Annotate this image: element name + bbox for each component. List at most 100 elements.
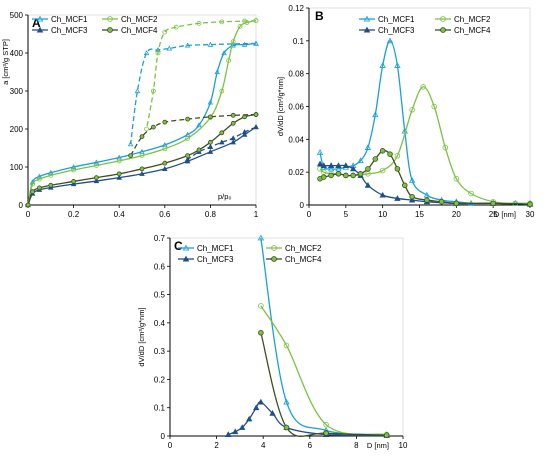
series-line [27, 20, 257, 206]
data-point [323, 421, 329, 428]
data-point [184, 42, 191, 48]
series-line [319, 40, 530, 205]
x-tick-label: 0 [168, 441, 173, 450]
x-tick-label: 20 [452, 210, 461, 219]
series-line [260, 332, 387, 437]
data-point [350, 172, 356, 179]
data-point [423, 191, 431, 198]
data-point [357, 157, 364, 164]
legend-marker [363, 15, 371, 22]
series-ch-mcf2 [317, 84, 533, 207]
data-point [139, 134, 145, 139]
data-point [241, 41, 248, 47]
data-point [453, 200, 460, 207]
data-point [93, 178, 100, 184]
data-point [37, 176, 42, 182]
data-point [394, 152, 401, 159]
y-tick-label: 300 [10, 87, 24, 96]
desorption-line [145, 20, 257, 130]
data-point [70, 181, 77, 187]
data-point [316, 160, 324, 167]
data-point [468, 190, 474, 197]
legend-label: Ch_MCF2 [285, 244, 322, 253]
y-tick-label: 0.6 [154, 262, 166, 271]
y-tick-label: 0.1 [154, 404, 166, 413]
x-tick-label: 0.8 [205, 210, 217, 219]
y-tick-label: 0.5 [154, 291, 166, 300]
data-point [350, 165, 357, 172]
data-point [230, 39, 236, 44]
series-line [260, 237, 387, 436]
data-point [424, 197, 430, 203]
legend-marker [182, 255, 190, 262]
data-point [208, 139, 213, 145]
data-point [258, 303, 264, 309]
data-point [196, 147, 202, 153]
data-point [269, 410, 276, 416]
series-ch-mcf4 [317, 148, 533, 207]
data-point [408, 177, 416, 183]
data-point [379, 191, 386, 198]
data-point [409, 107, 415, 113]
data-point [335, 162, 342, 169]
data-point [283, 398, 290, 405]
panel-letter: A [32, 16, 41, 30]
data-point [364, 181, 372, 188]
series-ch-mcf2 [258, 303, 390, 438]
data-point [317, 166, 323, 172]
data-point [246, 415, 253, 422]
data-point [394, 195, 401, 201]
y-tick-label: 0.04 [288, 135, 304, 144]
y-tick-label: 500 [10, 11, 24, 20]
y-tick-label: 200 [10, 125, 24, 134]
data-point [320, 162, 327, 169]
legend-marker [271, 256, 277, 262]
data-point [143, 50, 150, 56]
x-tick-label: 8 [354, 441, 359, 450]
data-point [379, 167, 386, 174]
data-point [94, 163, 99, 168]
data-point [408, 196, 416, 203]
series-line [27, 42, 257, 206]
data-point [185, 153, 190, 158]
data-point [394, 166, 401, 172]
y-axis-title: dV/dD [cm³/g*nm] [137, 307, 146, 366]
data-point [162, 119, 168, 125]
data-point [139, 153, 145, 158]
data-point [372, 111, 379, 118]
y-axis-title: a [cm³/g STP] [1, 39, 10, 85]
data-point [253, 404, 260, 411]
legend: Ch_MCF1 Ch_MCF2 Ch_MCF3 Ch_MCF4 [178, 244, 322, 264]
data-point [283, 424, 290, 431]
data-point [239, 424, 246, 430]
data-point [453, 175, 460, 182]
legend-marker [36, 26, 44, 33]
data-point [379, 62, 386, 68]
data-point [37, 185, 42, 191]
x-tick-label: 1 [254, 210, 259, 219]
data-point [116, 171, 122, 177]
data-point [207, 143, 214, 149]
data-point [253, 40, 259, 46]
x-axis-title: D [nm] [494, 210, 516, 219]
data-point [490, 200, 496, 207]
data-point [162, 160, 168, 166]
legend-marker [107, 27, 113, 33]
x-tick-label: 0.4 [114, 210, 126, 219]
y-tick-label: 0.08 [288, 70, 304, 79]
data-point [128, 153, 133, 158]
data-point [30, 189, 35, 195]
x-tick-label: 0 [26, 210, 31, 219]
data-point [207, 148, 214, 154]
y-axis-title: dV/dD [cm³/g*nm] [276, 77, 285, 136]
legend-marker [271, 245, 277, 251]
legend-label: Ch_MCF1 [51, 15, 88, 24]
data-point [257, 398, 265, 405]
data-point [166, 45, 173, 51]
data-point [283, 342, 290, 349]
data-point [230, 139, 236, 145]
panel-letter: B [315, 9, 324, 23]
data-point [219, 88, 225, 94]
series-line [228, 401, 387, 437]
x-tick-label: 10 [378, 210, 387, 219]
